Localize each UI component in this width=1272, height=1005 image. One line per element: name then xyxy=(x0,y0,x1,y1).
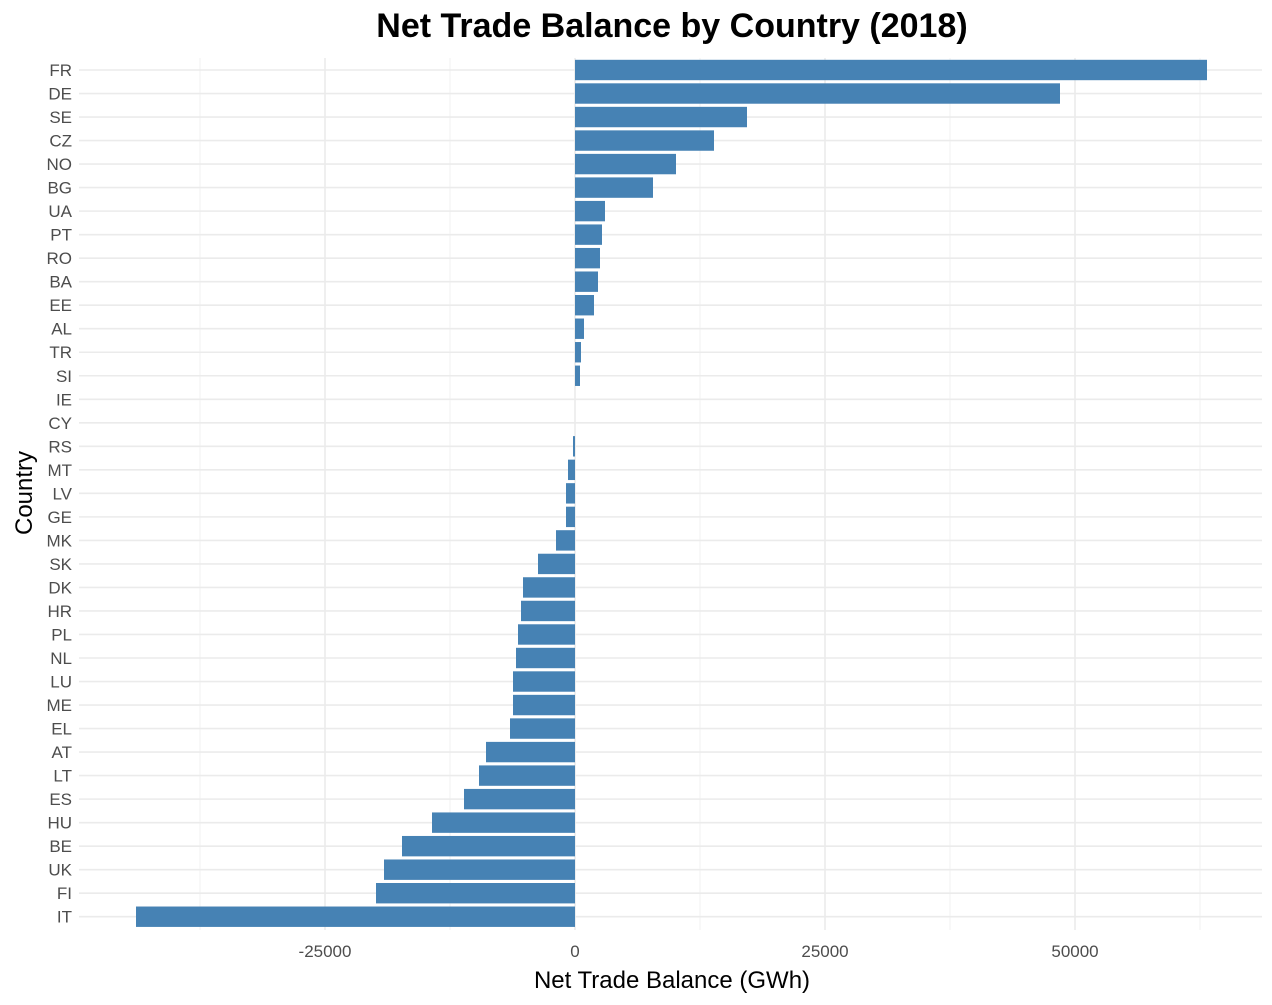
y-tick-label: GE xyxy=(47,508,72,527)
bar-ge xyxy=(566,506,575,528)
bar-at xyxy=(486,741,575,763)
y-tick-label: LT xyxy=(53,767,72,786)
bars xyxy=(136,59,1207,927)
y-tick-label: NL xyxy=(50,649,72,668)
y-tick-label: CY xyxy=(48,414,72,433)
y-axis-title: Country xyxy=(11,451,38,535)
bar-sk xyxy=(538,553,575,575)
bar-lu xyxy=(513,671,575,692)
y-tick-label: EL xyxy=(51,720,72,739)
y-tick-label: EE xyxy=(49,296,72,315)
y-tick-label: SI xyxy=(56,367,72,386)
y-tick-label: DE xyxy=(48,85,72,104)
y-tick-label: DK xyxy=(48,578,72,597)
y-tick-label: AL xyxy=(51,320,72,339)
y-tick-label: BG xyxy=(47,179,72,198)
bar-me xyxy=(513,694,575,716)
bar-tr xyxy=(575,342,581,363)
y-tick-label: MK xyxy=(47,531,73,550)
bar-no xyxy=(575,153,676,175)
y-tick-label: MT xyxy=(47,461,72,480)
bar-fr xyxy=(575,59,1207,81)
y-tick-label: FI xyxy=(57,884,72,903)
bar-hu xyxy=(432,812,575,833)
bar-ua xyxy=(575,200,605,222)
bar-de xyxy=(575,83,1060,104)
bar-nl xyxy=(516,647,575,669)
y-tick-label: SK xyxy=(49,555,72,574)
y-tick-label: HU xyxy=(47,814,72,833)
y-tick-labels: FR DE SE CZ NO BG UA PT RO BA EE AL TR SI IE CY RS MT LV GE… xyxy=(47,61,73,927)
chart-title: Net Trade Balance by Country (2018) xyxy=(376,7,967,45)
bar-se xyxy=(575,106,747,128)
bar-dk xyxy=(523,577,575,598)
y-tick-label: NO xyxy=(47,155,73,174)
y-tick-label: HR xyxy=(47,602,72,621)
y-tick-label: LV xyxy=(52,484,72,503)
bar-rs xyxy=(573,436,575,457)
y-tick-label: FR xyxy=(49,61,72,80)
grid xyxy=(79,58,1262,930)
y-tick-label: LU xyxy=(50,673,72,692)
x-axis-title: Net Trade Balance (GWh) xyxy=(534,967,810,994)
y-tick-label: SE xyxy=(49,108,72,127)
bar-mk xyxy=(556,530,575,551)
x-tick-labels: -25000 0 25000 50000 xyxy=(299,942,1099,961)
y-tick-label: RS xyxy=(48,437,72,456)
bar-be xyxy=(402,835,575,857)
bar-es xyxy=(464,788,575,810)
y-tick-label: IT xyxy=(57,908,72,927)
bar-hr xyxy=(521,600,575,622)
y-tick-label: CZ xyxy=(49,132,72,151)
bar-bg xyxy=(575,177,653,198)
y-tick-label: PT xyxy=(50,226,72,245)
y-tick-label: PL xyxy=(51,625,72,644)
y-tick-label: ES xyxy=(49,790,72,809)
bar-ba xyxy=(575,271,598,292)
bar-pt xyxy=(575,224,602,245)
x-tick-label: 50000 xyxy=(1051,942,1098,961)
bar-ro xyxy=(575,247,600,269)
y-tick-label: BE xyxy=(49,837,72,856)
y-tick-label: AT xyxy=(52,743,72,762)
x-tick-label: 25000 xyxy=(801,942,848,961)
bar-al xyxy=(575,318,584,339)
bar-mt xyxy=(568,459,575,481)
bar-lt xyxy=(479,765,575,786)
x-tick-label: 0 xyxy=(570,942,579,961)
bar-fi xyxy=(376,883,575,904)
y-tick-label: TR xyxy=(49,343,72,362)
y-tick-label: UA xyxy=(48,202,72,221)
y-tick-label: BA xyxy=(49,273,72,292)
y-tick-label: ME xyxy=(47,696,73,715)
bar-uk xyxy=(384,859,575,880)
bar-pl xyxy=(518,624,575,645)
bar-si xyxy=(575,365,580,386)
bar-el xyxy=(510,718,575,739)
y-tick-label: IE xyxy=(56,390,72,409)
y-tick-label: UK xyxy=(48,861,72,880)
bar-ee xyxy=(575,295,594,316)
bar-it xyxy=(136,906,575,927)
y-tick-label: RO xyxy=(47,249,73,268)
bar-lv xyxy=(566,483,575,504)
x-tick-label: -25000 xyxy=(299,942,352,961)
bar-cz xyxy=(575,130,714,151)
